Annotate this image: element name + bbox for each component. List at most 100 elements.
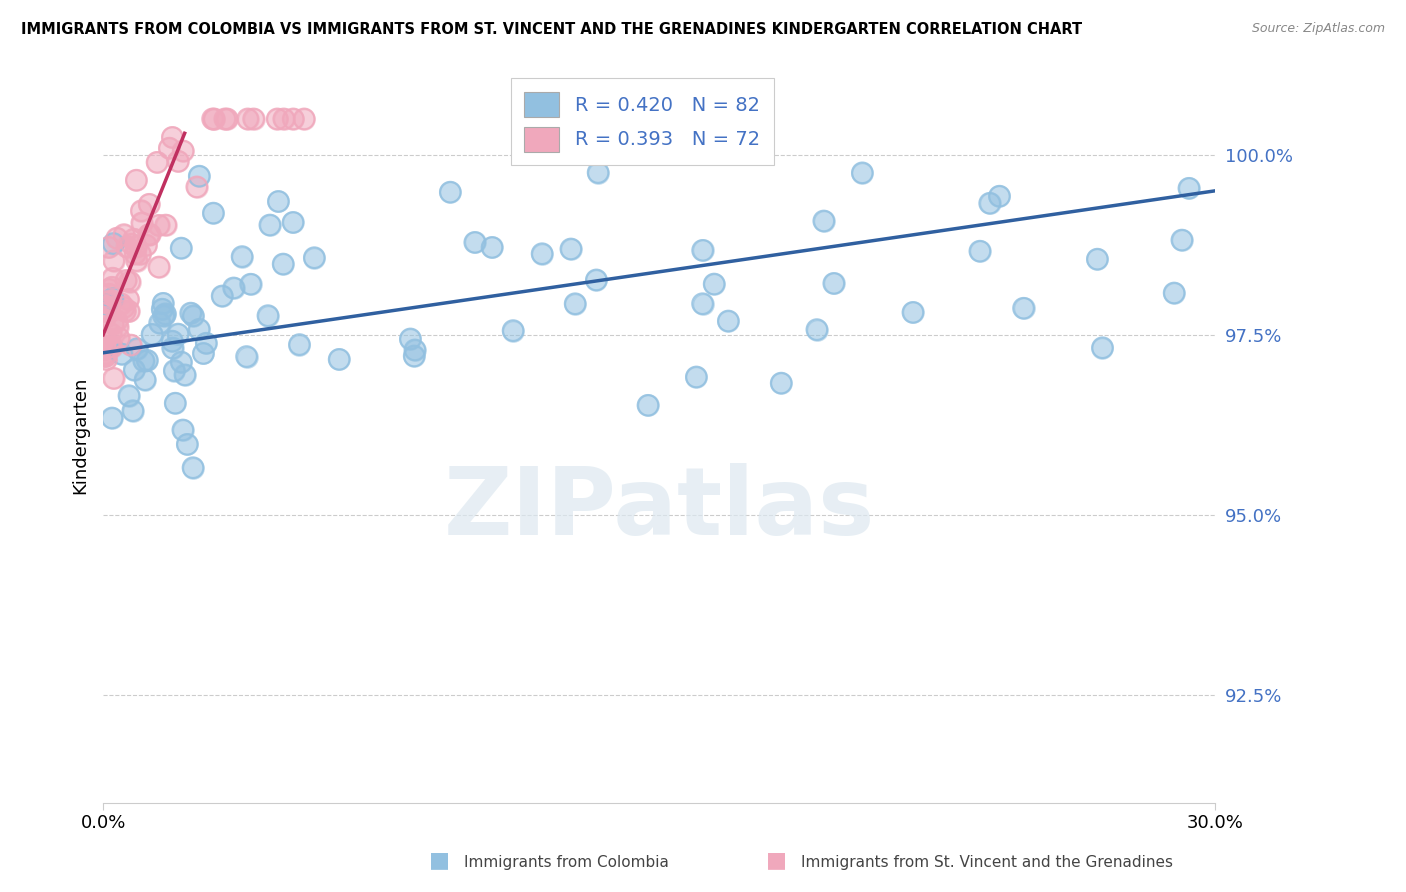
Point xyxy=(979,196,1001,211)
Point xyxy=(464,235,486,250)
Point xyxy=(969,244,991,259)
Point xyxy=(94,331,117,345)
Point xyxy=(1091,341,1114,355)
Point xyxy=(1163,285,1185,300)
Point xyxy=(823,277,845,291)
Point xyxy=(195,336,218,351)
Point xyxy=(692,296,714,310)
Point xyxy=(1178,181,1201,195)
Point xyxy=(94,346,117,360)
Point xyxy=(138,227,160,242)
Point xyxy=(148,260,170,274)
Text: Immigrants from Colombia: Immigrants from Colombia xyxy=(464,855,669,870)
Point xyxy=(186,179,208,194)
Point xyxy=(124,246,146,260)
Point xyxy=(122,363,145,377)
Text: IMMIGRANTS FROM COLOMBIA VS IMMIGRANTS FROM ST. VINCENT AND THE GRENADINES KINDE: IMMIGRANTS FROM COLOMBIA VS IMMIGRANTS F… xyxy=(21,22,1083,37)
Point xyxy=(813,214,835,228)
Point xyxy=(1171,233,1194,247)
Point xyxy=(404,349,426,363)
Point xyxy=(103,253,125,268)
Point xyxy=(180,306,202,320)
Point xyxy=(125,240,148,254)
Point xyxy=(94,349,117,363)
Point xyxy=(188,322,211,336)
Point xyxy=(132,353,155,368)
Point xyxy=(685,370,707,384)
Point xyxy=(112,227,135,242)
Point xyxy=(162,130,184,145)
Point xyxy=(152,309,174,323)
Point xyxy=(98,293,121,308)
Point xyxy=(125,253,148,268)
Point xyxy=(163,363,186,377)
Point xyxy=(125,173,148,187)
Point xyxy=(118,275,141,289)
Point xyxy=(586,165,609,179)
Point xyxy=(111,347,134,361)
Point xyxy=(139,227,162,242)
Point xyxy=(146,155,169,169)
Point xyxy=(98,283,121,297)
Point xyxy=(122,232,145,246)
Point xyxy=(150,302,173,317)
Point xyxy=(585,273,607,287)
Point xyxy=(98,287,121,301)
Point xyxy=(148,260,170,274)
Point xyxy=(101,292,124,306)
Point xyxy=(399,332,422,346)
Point xyxy=(186,179,208,194)
Point xyxy=(135,238,157,252)
Point xyxy=(125,240,148,254)
Point xyxy=(172,144,194,158)
Point xyxy=(131,216,153,230)
Point xyxy=(129,247,152,261)
Point xyxy=(101,280,124,294)
Point xyxy=(328,352,350,367)
Point xyxy=(257,309,280,323)
Point xyxy=(111,347,134,361)
Point xyxy=(242,112,264,126)
Point xyxy=(125,253,148,268)
Point xyxy=(155,218,177,232)
Point xyxy=(103,236,125,251)
Point xyxy=(181,460,204,475)
Point xyxy=(564,296,586,310)
Point xyxy=(146,155,169,169)
Point xyxy=(94,339,117,353)
Point xyxy=(202,112,225,126)
Point xyxy=(131,203,153,218)
Point xyxy=(98,295,121,310)
Point xyxy=(176,437,198,451)
Point xyxy=(96,297,118,311)
Point xyxy=(115,240,138,254)
Point xyxy=(181,309,204,323)
Point xyxy=(94,339,117,353)
Point xyxy=(101,317,124,331)
Text: Source: ZipAtlas.com: Source: ZipAtlas.com xyxy=(1251,22,1385,36)
Point xyxy=(112,301,135,315)
Point xyxy=(136,353,159,368)
Point xyxy=(94,349,117,363)
Point xyxy=(259,218,281,232)
Point xyxy=(439,185,461,199)
Point xyxy=(152,296,174,310)
Point xyxy=(404,343,426,357)
Point xyxy=(193,346,215,360)
Point xyxy=(202,112,225,126)
Point xyxy=(181,460,204,475)
Point xyxy=(273,112,295,126)
Point xyxy=(100,340,122,354)
Point xyxy=(114,304,136,318)
Point xyxy=(201,112,224,126)
Point xyxy=(288,337,311,351)
Point xyxy=(685,370,707,384)
Point xyxy=(125,173,148,187)
Point xyxy=(170,355,193,369)
Point xyxy=(98,340,121,354)
Point xyxy=(979,196,1001,211)
Point xyxy=(195,336,218,351)
Point xyxy=(98,297,121,311)
Point xyxy=(118,275,141,289)
Point xyxy=(1085,252,1108,267)
